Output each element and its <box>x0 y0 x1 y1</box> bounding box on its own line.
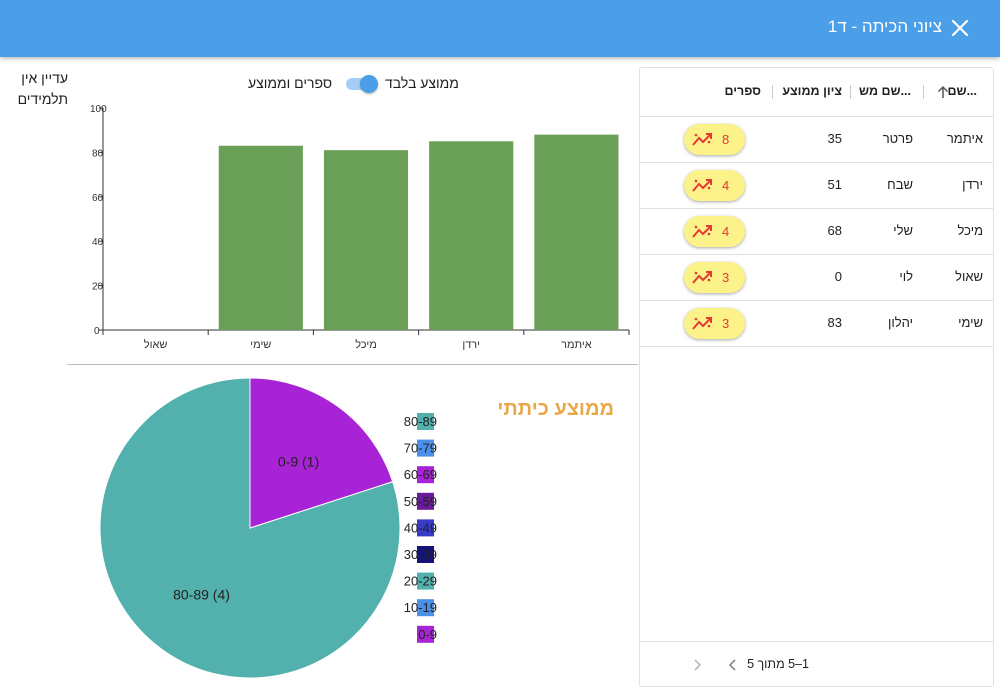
legend-label: 70-79 <box>404 441 437 456</box>
grade-distribution-pie-chart: 80-89 (4) 0-9 (1) 80-89 70-79 60-69 50-59 40-4… <box>99 377 437 679</box>
cell-last-name: לוי <box>899 269 913 284</box>
cell-last-name: שלי <box>893 223 913 238</box>
legend-swatch <box>417 519 434 537</box>
books-chip[interactable]: 3 <box>684 262 745 293</box>
toggle-label-books-and-average: ספרים וממוצע <box>248 75 333 91</box>
cell-average: 0 <box>834 269 842 284</box>
trending-up-icon <box>692 133 712 146</box>
books-count: 4 <box>722 224 730 239</box>
bar[interactable] <box>429 141 514 330</box>
legend-swatch <box>417 439 434 457</box>
column-header-name[interactable]: שם... <box>947 84 978 98</box>
pie-slice-label: 80-89 (4) <box>173 587 230 603</box>
column-header-average[interactable]: ציון ממוצע <box>782 84 842 98</box>
table-header: שם... שם מש... ציון ממוצע ספרים <box>640 68 993 117</box>
trending-up-icon <box>692 225 712 238</box>
sort-ascending-icon[interactable] <box>936 84 950 100</box>
average-only-switch[interactable] <box>344 75 380 93</box>
table-row[interactable]: מיכל שלי 68 4 <box>640 209 993 255</box>
legend-swatch <box>417 572 434 590</box>
legend-swatch <box>417 413 434 430</box>
legend-label: 20-29 <box>404 574 437 589</box>
table-row[interactable]: שאול לוי 0 3 <box>640 255 993 301</box>
cell-name: איתמר <box>946 131 983 146</box>
students-table-card: שם... שם מש... ציון ממוצע ספרים איתמר פר… <box>639 67 994 687</box>
y-tick-label: 0 <box>94 326 100 337</box>
toggle-label-average-only: ממוצע בלבד <box>385 75 459 91</box>
cell-last-name: פרטר <box>882 131 913 146</box>
books-chip[interactable]: 8 <box>684 124 745 155</box>
legend-label: 40-49 <box>404 520 437 535</box>
table-row[interactable]: שימי יהלון 83 3 <box>640 301 993 347</box>
x-tick-label: שאול <box>144 338 168 351</box>
bar[interactable] <box>323 150 409 330</box>
cell-average: 51 <box>827 177 842 192</box>
x-tick-label: איתמר <box>561 339 592 351</box>
x-tick-label: ירדן <box>462 339 480 351</box>
cell-last-name: שבח <box>887 177 913 192</box>
table-pagination: 1–5 מתוך 5 <box>640 641 993 687</box>
cell-name: מיכל <box>957 223 984 238</box>
legend-swatch <box>417 466 434 484</box>
books-chip[interactable]: 4 <box>684 170 745 201</box>
y-tick-label: 80 <box>92 148 104 159</box>
legend-swatch <box>417 599 434 617</box>
books-chip[interactable]: 3 <box>684 308 745 339</box>
legend-label: 0-9 <box>418 627 437 642</box>
cell-name: שאול <box>955 269 983 284</box>
legend-label: 30-39 <box>404 547 437 562</box>
column-separator <box>772 85 773 99</box>
section-divider <box>67 364 638 365</box>
y-tick-label: 40 <box>92 237 104 248</box>
column-header-last-name[interactable]: שם מש... <box>859 84 911 98</box>
y-tick-label: 20 <box>92 282 104 293</box>
books-count: 3 <box>722 316 730 331</box>
books-count: 3 <box>722 270 730 285</box>
legend-swatch <box>417 625 434 643</box>
column-separator <box>850 85 851 99</box>
table-row[interactable]: איתמר פרטר 35 8 <box>640 117 993 163</box>
legend-swatch <box>417 546 434 563</box>
books-chip[interactable]: 4 <box>684 216 745 247</box>
column-header-books[interactable]: ספרים <box>724 84 761 98</box>
books-count: 8 <box>722 132 730 147</box>
x-tick-label: שימי <box>250 339 271 351</box>
legend-swatch <box>417 492 434 510</box>
y-tick-label: 100 <box>90 104 107 115</box>
trending-up-icon <box>692 179 712 192</box>
student-average-bar-chart: 0 20 40 60 80 100 איתמר ירדן מיכל שימי שאול <box>90 104 630 351</box>
pagination-label: 1–5 מתוך 5 <box>747 657 809 671</box>
close-icon[interactable] <box>950 18 970 38</box>
chevron-right-icon[interactable] <box>688 656 706 674</box>
table-row[interactable]: ירדן שבח 51 4 <box>640 163 993 209</box>
trending-up-icon <box>692 271 712 284</box>
x-tick-label: מיכל <box>355 338 377 351</box>
cell-name: שימי <box>958 315 983 330</box>
app-bar: ציוני הכיתה - ד1 <box>0 0 1000 57</box>
bar[interactable] <box>218 145 303 330</box>
trending-up-icon <box>692 317 712 330</box>
cell-average: 35 <box>827 131 842 146</box>
cell-name: ירדן <box>962 177 983 192</box>
empty-students-note: עדיין אין תלמידים <box>17 70 68 107</box>
dialog-title: ציוני הכיתה - ד1 <box>827 17 942 36</box>
legend-label: 50-59 <box>404 494 437 509</box>
column-separator <box>923 85 924 99</box>
cell-average: 83 <box>827 315 842 330</box>
y-tick-label: 60 <box>92 193 104 204</box>
chevron-left-icon[interactable] <box>724 656 742 674</box>
switch-thumb <box>360 75 378 93</box>
legend-label: 80-89 <box>404 414 437 429</box>
cell-last-name: יהלון <box>888 315 913 330</box>
class-average-title: ממוצע כיתתי <box>497 398 614 420</box>
pie-slice[interactable] <box>249 377 394 529</box>
pie-slice-label: 0-9 (1) <box>278 453 319 469</box>
bar[interactable] <box>534 134 619 330</box>
legend-label: 60-69 <box>404 467 437 482</box>
legend-label: 10-19 <box>404 600 437 615</box>
books-count: 4 <box>722 178 730 193</box>
cell-average: 68 <box>827 223 842 238</box>
